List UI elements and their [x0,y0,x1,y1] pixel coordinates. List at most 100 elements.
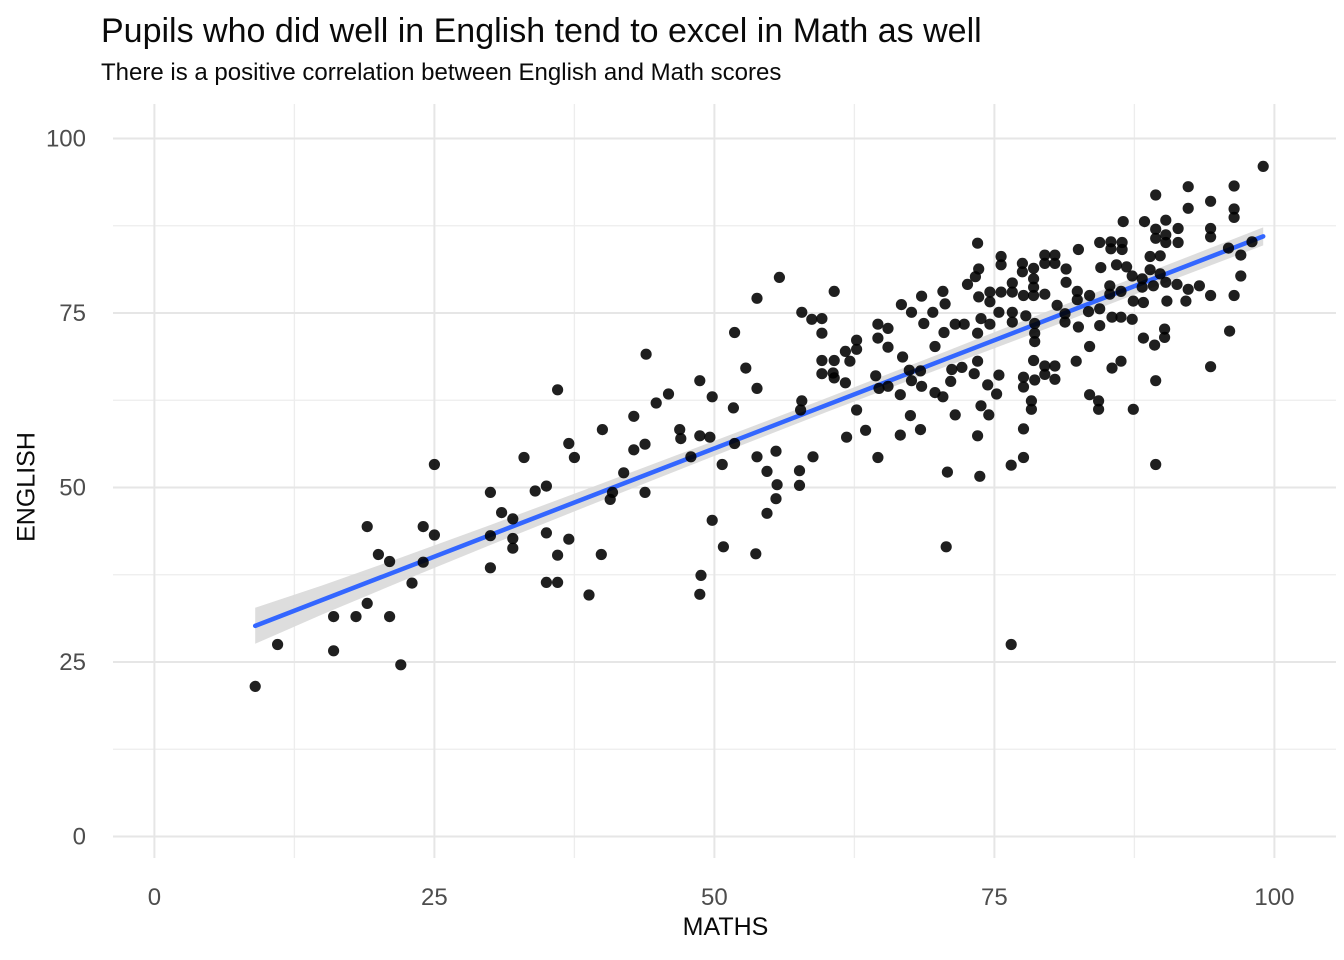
data-point [552,384,564,396]
data-point [1028,289,1040,302]
data-point [529,485,541,497]
data-point [1137,296,1149,309]
data-point [1082,306,1095,318]
data-point [729,437,741,450]
data-point [1149,339,1161,351]
data-point [350,611,362,623]
data-point [563,437,575,450]
data-point [1144,264,1156,276]
data-point [995,259,1007,271]
data-point [993,369,1005,381]
data-point [1136,273,1148,285]
data-point [882,322,894,334]
data-point [897,351,909,363]
data-point [507,542,519,554]
data-point [540,480,553,492]
data-point [1224,325,1236,337]
data-point [1006,306,1018,318]
data-point [851,404,863,416]
data-point [1150,189,1162,201]
data-point [914,424,927,436]
data-point [1093,403,1105,415]
y-tick-label: 0 [73,824,86,851]
data-point [945,375,957,387]
data-point [595,548,607,561]
data-point [583,589,595,601]
data-point [1039,360,1051,372]
data-point [1160,276,1172,288]
data-point [496,506,508,519]
data-point [729,326,741,339]
data-point [1070,355,1082,367]
data-point [694,430,706,442]
x-axis-title: MATHS [682,913,769,941]
data-point [694,375,706,387]
data-point [793,479,806,491]
data-point [1095,262,1107,274]
data-point [1005,459,1017,471]
data-point [1093,395,1105,407]
data-point [328,611,340,623]
data-point [361,597,373,610]
data-point [1116,236,1128,249]
data-point [1025,395,1037,407]
data-point [828,372,840,384]
data-point [596,424,609,436]
data-point [984,296,996,308]
data-point [796,395,808,407]
data-point [1025,403,1037,415]
data-point [484,530,496,542]
data-point [1115,285,1127,297]
data-point [1136,281,1148,293]
data-point [706,391,718,403]
data-point [1039,257,1051,269]
data-point [1051,299,1063,311]
data-point [1115,355,1127,367]
chart-title: Pupils who did well in English tend to e… [101,12,982,50]
data-point [417,521,429,533]
data-point [816,313,828,325]
data-point [1180,295,1192,307]
data-point [956,361,968,373]
data-point [904,410,917,422]
data-point [793,465,806,477]
data-point [1094,320,1106,332]
data-point [1039,368,1051,380]
data-point [939,298,951,310]
data-point [1060,263,1072,275]
data-point [1228,289,1240,302]
data-point [894,429,906,441]
data-point [816,354,828,367]
data-point [1159,331,1171,343]
data-point [1029,336,1041,348]
data-point [1049,360,1061,372]
data-point [975,313,987,325]
data-point [618,467,630,479]
data-point [1028,273,1040,285]
data-point [740,362,752,374]
data-point [650,397,662,409]
data-point [328,645,340,657]
data-point [1029,374,1041,386]
data-point [938,326,950,339]
data-point [1006,286,1018,298]
gridlines-minor [113,104,1336,858]
y-axis-title: ENGLISH [12,432,41,542]
y-tick-label: 75 [59,300,86,327]
data-point [984,318,996,330]
data-point [844,355,856,367]
data-point [851,334,863,346]
data-point [1127,295,1139,307]
data-point [272,638,284,651]
data-point [839,345,852,357]
data-point [1017,423,1030,435]
data-point [972,237,984,249]
data-point [540,576,553,589]
data-point [606,486,619,498]
data-point [1150,458,1162,471]
data-point [1029,317,1041,330]
data-point [949,318,961,330]
data-point [872,451,884,464]
data-points [249,160,1269,693]
